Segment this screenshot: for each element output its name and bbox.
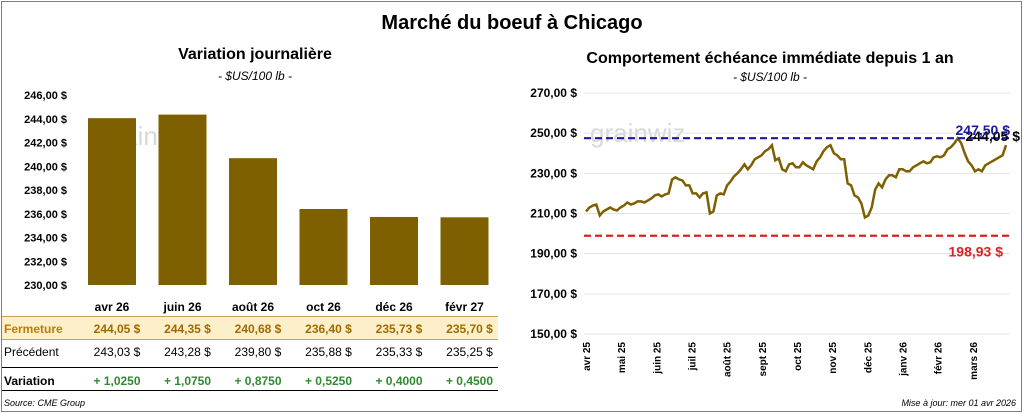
x-tick-label: déc 26 [375, 300, 413, 314]
price-table: Fermeture 244,05 $ 244,35 $ 240,68 $ 236,40 … [2, 316, 498, 391]
x-tick-label: mars 26 [969, 342, 980, 380]
x-tick-label: juin 26 [162, 300, 201, 314]
table-cell: + 0,4500 [445, 374, 494, 388]
table-cell: 243,03 $ [93, 345, 141, 359]
x-tick-label: sept 25 [758, 342, 769, 377]
x-tick-label: oct 26 [306, 300, 341, 314]
table-cell: 239,80 $ [234, 345, 282, 359]
y-tick-label: 246,00 $ [24, 90, 67, 102]
table-cell: 235,73 $ [375, 322, 423, 336]
bar-avr-26 [88, 118, 136, 285]
y-tick-label: 244,00 $ [24, 114, 67, 126]
x-tick-label: févr 26 [934, 342, 945, 375]
y-tick-label: 270,00 $ [530, 86, 577, 100]
source-note: Source: CME Group [4, 398, 86, 408]
y-tick-label: 240,00 $ [24, 161, 67, 173]
row-label: Précédent [4, 345, 59, 359]
left-chart-title: Variation journalière [178, 46, 332, 63]
bar-févr-27 [440, 217, 489, 285]
table-row: Fermeture 244,05 $ 244,35 $ 240,68 $ 236,40 … [2, 316, 498, 340]
last-value-label: 244,05 $ [966, 128, 1021, 144]
row-label: Fermeture [4, 322, 63, 336]
table-cell: 236,40 $ [305, 322, 352, 336]
table-cell: 244,35 $ [164, 322, 211, 336]
price-line [585, 135, 1008, 220]
x-tick-label: juil 25 [688, 342, 699, 372]
x-tick-label: oct 25 [793, 342, 804, 371]
y-tick-label: 236,00 $ [24, 209, 67, 221]
x-tick-label: juin 25 [652, 342, 663, 375]
y-tick-label: 232,00 $ [24, 256, 67, 268]
table-cell: 240,68 $ [234, 322, 282, 336]
table-cell: 235,33 $ [375, 345, 423, 359]
table-cell: + 0,5250 [304, 374, 353, 388]
y-tick-label: 210,00 $ [530, 207, 577, 221]
x-tick-label: déc 25 [863, 342, 874, 374]
right-chart-title: Comportement échéance immédiate depuis 1… [586, 50, 954, 67]
table-row: Précédent 243,03 $ 243,28 $ 239,80 $ 235,88 … [2, 340, 498, 364]
table-cell: + 1,0250 [93, 374, 141, 388]
y-tick-label: 242,00 $ [24, 138, 67, 150]
y-tick-label: 190,00 $ [530, 247, 577, 261]
bar-août-26 [229, 158, 277, 285]
min-value-label: 198,93 $ [949, 244, 1004, 260]
y-tick-label: 170,00 $ [530, 287, 577, 301]
table-cell: + 0,4000 [375, 374, 423, 388]
row-label: Variation [4, 374, 55, 388]
y-tick-label: 238,00 $ [24, 185, 67, 197]
update-note: Mise à jour: mer 01 avr 2026 [901, 398, 1016, 408]
table-cell: 235,70 $ [446, 322, 493, 336]
table-cell: 235,88 $ [305, 345, 352, 359]
table-cell: 244,05 $ [93, 322, 141, 336]
x-tick-label: août 25 [723, 342, 734, 377]
x-tick-label: mai 25 [617, 342, 628, 374]
x-tick-label: janv 26 [899, 342, 910, 377]
table-cell: + 0,8750 [234, 374, 282, 388]
x-tick-label: août 26 [232, 300, 274, 314]
right-chart-subtitle: - $US/100 lb - [732, 70, 808, 84]
x-tick-label: nov 25 [828, 342, 839, 374]
table-cell: 243,28 $ [164, 345, 211, 359]
y-tick-label: 250,00 $ [530, 126, 577, 140]
y-tick-label: 230,00 $ [24, 280, 67, 292]
main-title: Marché du boeuf à Chicago [381, 12, 643, 34]
y-tick-label: 234,00 $ [24, 233, 67, 245]
max-value-label: 247,50 $ [956, 122, 1011, 138]
left-chart-subtitle: - $US/100 lb - [217, 69, 293, 83]
x-tick-label: avr 25 [582, 342, 593, 371]
y-tick-label: 150,00 $ [530, 327, 577, 341]
bar-juin-26 [158, 114, 207, 285]
table-cell: + 1,0750 [163, 374, 212, 388]
x-tick-label: févr 27 [445, 300, 484, 314]
table-row: Variation + 1,0250 + 1,0750 + 0,8750 + 0,525… [2, 367, 498, 391]
table-cell: 235,25 $ [446, 345, 493, 359]
y-tick-label: 230,00 $ [530, 166, 577, 180]
x-tick-label: avr 26 [95, 300, 130, 314]
bar-oct-26 [299, 209, 348, 285]
bar-déc-26 [370, 216, 418, 285]
